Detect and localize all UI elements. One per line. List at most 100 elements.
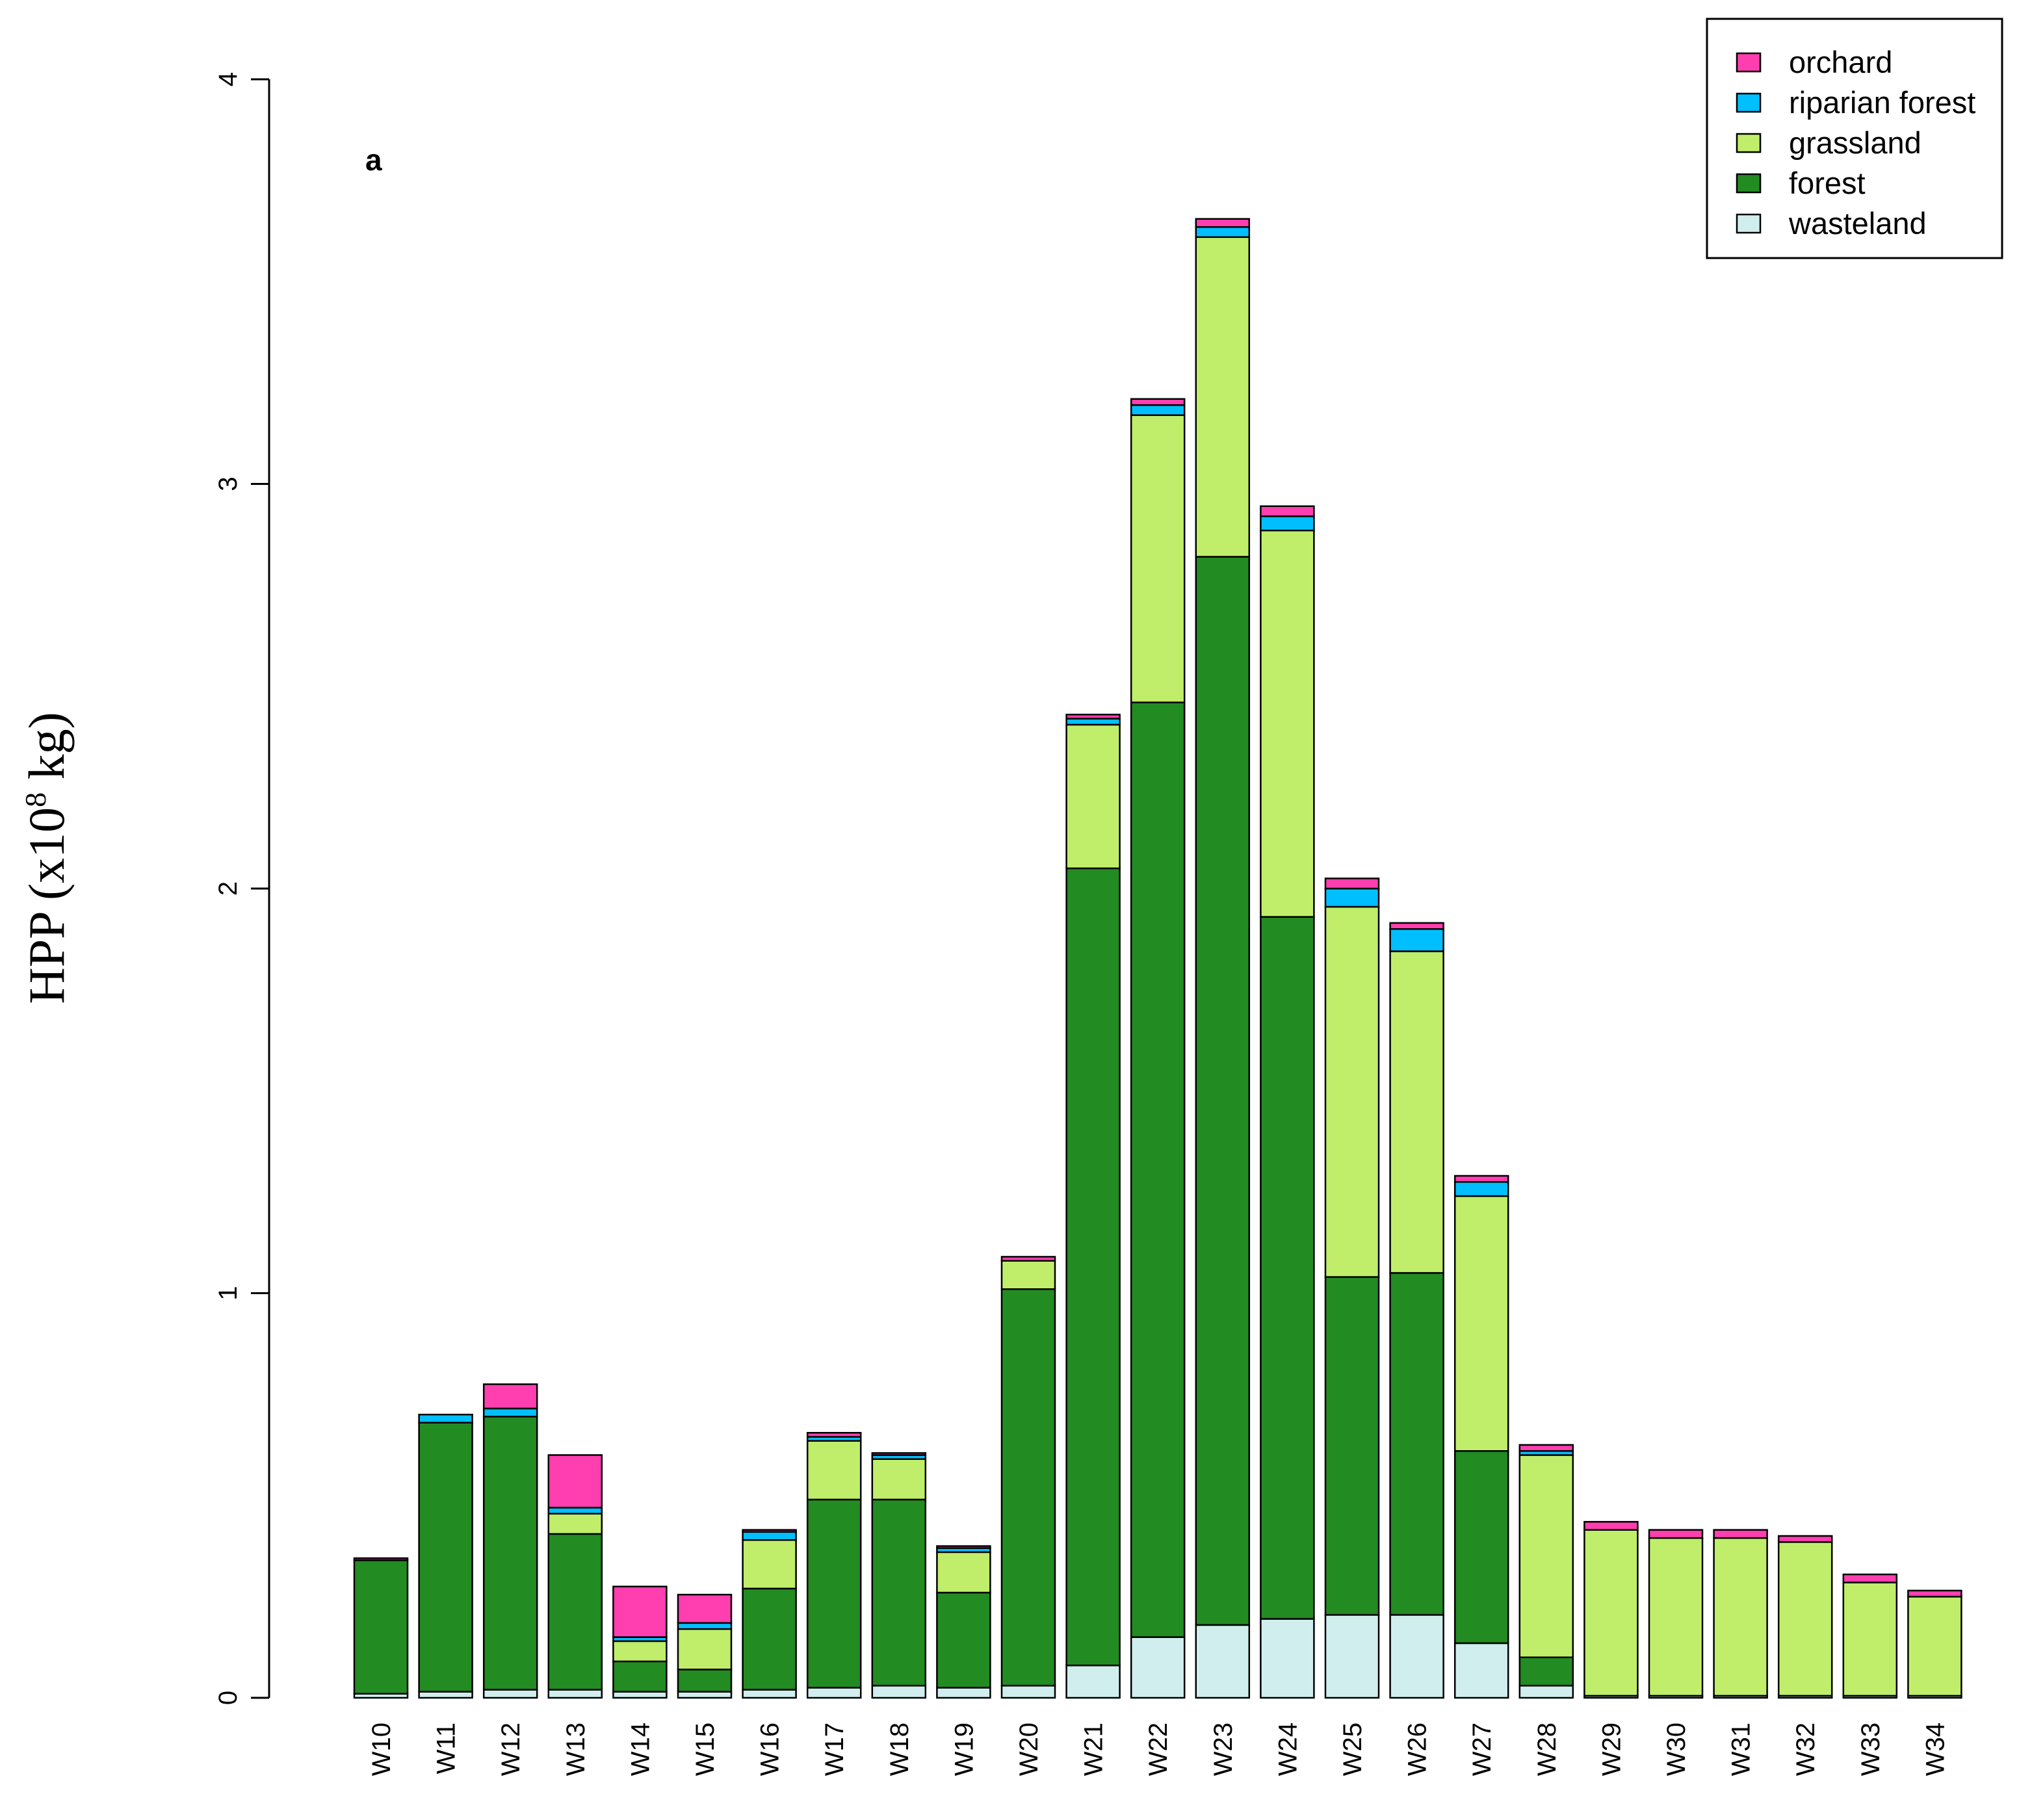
legend-label-forest: forest: [1789, 166, 1866, 200]
bar-segment-orchard: [1324, 878, 1380, 890]
bar-segment-riparian-forest: [418, 1414, 473, 1424]
x-tick-label: W11: [432, 1722, 461, 1774]
bar-segment-grassland: [1130, 414, 1186, 703]
x-tick-label: W34: [1921, 1722, 1949, 1776]
bar-segment-riparian-forest: [1130, 404, 1186, 416]
x-tick-label: W14: [626, 1722, 655, 1776]
bar-segment-orchard: [353, 1557, 409, 1561]
bar-segment-wasteland: [936, 1687, 991, 1699]
bar-segment-orchard: [1453, 1175, 1509, 1183]
bar-segment-riparian-forest: [1389, 928, 1444, 952]
bar-segment-forest: [612, 1660, 668, 1693]
bar-segment-orchard: [1842, 1573, 1898, 1583]
bar-segment-forest: [1518, 1656, 1574, 1687]
bar-segment-wasteland: [1065, 1664, 1121, 1699]
bar-segment-grassland: [936, 1551, 991, 1594]
bar-segment-orchard: [1389, 922, 1444, 930]
x-tick-label: W10: [367, 1722, 396, 1776]
bar-segment-wasteland: [1453, 1642, 1509, 1699]
bar-segment-grassland: [742, 1539, 797, 1590]
x-tick-label: W31: [1727, 1722, 1756, 1776]
bar-segment-riparian-forest: [1195, 226, 1251, 239]
x-tick-label: W19: [950, 1722, 978, 1776]
bar-segment-orchard: [1648, 1529, 1704, 1539]
y-tick-label: 3: [214, 476, 242, 491]
bar-segment-wasteland: [806, 1687, 862, 1699]
x-axis-tick-labels: W10 W11 W12 W13 W14 W15 W16 W17 W18 W19 W20 W21 W22 W…: [367, 1722, 1949, 1776]
bar-segment-grassland: [547, 1513, 603, 1535]
bar-segment-orchard: [1000, 1256, 1056, 1262]
bar-segment-forest: [806, 1498, 862, 1689]
bar-segment-forest: [1000, 1288, 1056, 1687]
bar-segment-wasteland: [1130, 1636, 1186, 1699]
bar-segment-riparian-forest: [1065, 718, 1121, 726]
bar-segment-orchard: [1260, 505, 1315, 517]
bar-segment-wasteland: [742, 1689, 797, 1699]
bar-segment-wasteland: [1518, 1685, 1574, 1699]
legend-swatch-orchard: [1736, 52, 1762, 73]
bar-segment-riparian-forest: [482, 1407, 538, 1418]
bar-segment-forest: [353, 1559, 409, 1695]
y-tick-label: 1: [214, 1286, 242, 1300]
bar-segment-wasteland: [418, 1691, 473, 1699]
legend-label-orchard: orchard: [1789, 45, 1892, 79]
bar-segment-grassland: [1453, 1195, 1509, 1452]
bar-segment-orchard: [1713, 1529, 1768, 1539]
x-tick-label: W15: [691, 1722, 720, 1776]
bar-segment-orchard: [1065, 714, 1121, 720]
bar-segment-forest: [482, 1416, 538, 1691]
bar-segment-orchard: [547, 1454, 603, 1509]
legend: orchard riparian forest grassland forest was…: [1706, 18, 2003, 259]
bar-segment-orchard: [677, 1594, 733, 1624]
bar-segment-orchard: [806, 1432, 862, 1438]
bar-segment-wasteland: [677, 1691, 733, 1699]
y-tick-label: 0: [214, 1691, 242, 1705]
x-tick-label: W26: [1403, 1722, 1432, 1776]
x-tick-label: W28: [1533, 1722, 1561, 1776]
x-tick-label: W24: [1273, 1722, 1302, 1776]
y-tick-label: 2: [214, 881, 242, 896]
bar-segment-grassland: [1777, 1541, 1833, 1697]
bar-segment-wasteland: [871, 1685, 927, 1699]
legend-label-grassland: grassland: [1789, 125, 1921, 160]
legend-swatch-riparian-forest: [1736, 92, 1762, 113]
x-tick-label: W16: [756, 1722, 785, 1776]
bar-segment-grassland: [612, 1640, 668, 1663]
bar-segment-forest: [742, 1587, 797, 1691]
bar-segment-forest: [1324, 1276, 1380, 1616]
bar-segment-riparian-forest: [547, 1507, 603, 1515]
x-tick-label: W20: [1015, 1722, 1043, 1776]
legend-swatch-grassland: [1736, 133, 1762, 153]
bar-segment-forest: [1130, 701, 1186, 1638]
bar-segment-orchard: [871, 1452, 927, 1456]
x-tick-label: W32: [1791, 1722, 1820, 1776]
x-tick-label: W22: [1144, 1722, 1173, 1776]
bar-segment-wasteland: [1000, 1685, 1056, 1699]
bar-segment-wasteland: [1324, 1614, 1380, 1699]
x-tick-label: W17: [820, 1722, 849, 1776]
legend-label-wasteland: wasteland: [1788, 206, 1927, 240]
x-tick-label: W13: [562, 1722, 590, 1776]
bar-segment-forest: [936, 1591, 991, 1689]
bar-segment-grassland: [1195, 236, 1251, 558]
y-axis-label-suffix: kg): [18, 712, 75, 792]
x-tick-label: W12: [497, 1722, 525, 1776]
bar-segment-grassland: [1000, 1260, 1056, 1290]
bar-segment-orchard: [1583, 1520, 1639, 1531]
bar-segment-forest: [1195, 556, 1251, 1626]
bar-segment-forest: [1260, 916, 1315, 1620]
bar-segment-grassland: [1389, 950, 1444, 1274]
bar-segment-grassland: [1713, 1537, 1768, 1697]
bars: [353, 218, 1962, 1699]
bar-segment-wasteland: [1195, 1624, 1251, 1699]
bar-segment-orchard: [936, 1545, 991, 1549]
bar-segment-wasteland: [612, 1691, 668, 1699]
x-tick-label: W33: [1856, 1722, 1885, 1776]
bar-segment-grassland: [1583, 1529, 1639, 1697]
bar-segment-riparian-forest: [1260, 515, 1315, 532]
x-tick-label: W27: [1468, 1722, 1496, 1776]
x-tick-label: W25: [1338, 1722, 1367, 1776]
y-axis-label-prefix: HPP (x10: [18, 807, 75, 1004]
bar-segment-wasteland: [547, 1689, 603, 1699]
